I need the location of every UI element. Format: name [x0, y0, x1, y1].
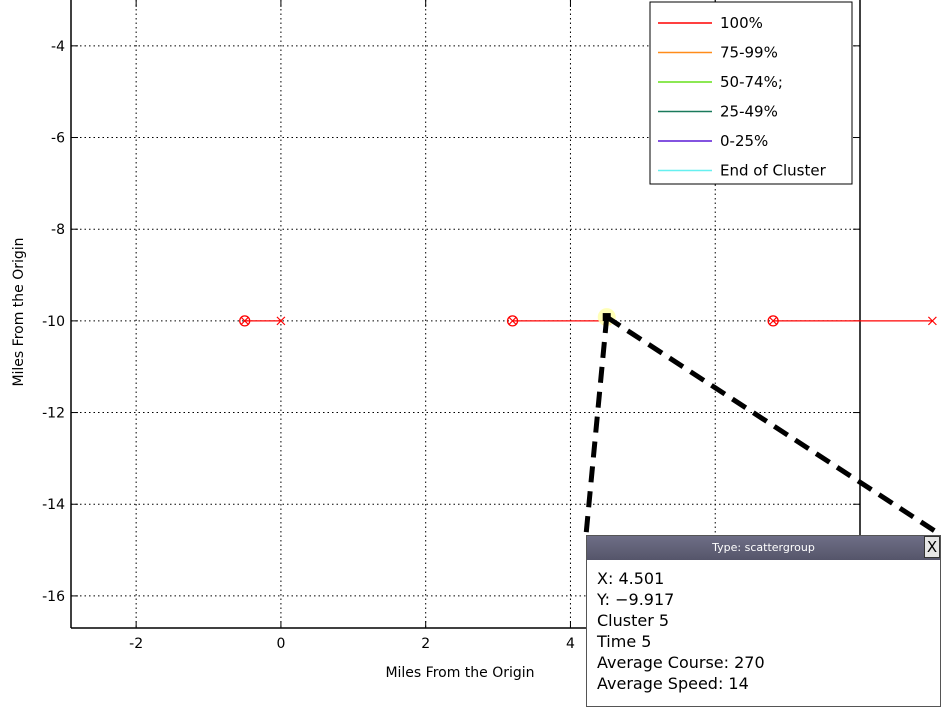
y-tick-label: -4	[51, 39, 65, 55]
x-tick-label: 0	[276, 636, 285, 652]
datatip-y: Y: −9.917	[597, 590, 675, 609]
callout-line-left	[583, 316, 610, 536]
y-axis-label: Miles From the Origin	[11, 237, 27, 386]
y-tick-label: -16	[42, 589, 65, 605]
legend-entry: End of Cluster	[720, 162, 827, 180]
legend-entry: 100%	[720, 14, 763, 32]
x-tick-label: 4	[566, 636, 575, 652]
y-tick-label: -8	[51, 222, 65, 238]
legend: 100% 75-99% 50-74%; 25-49% 0-25% End of Clust…	[649, 1, 853, 185]
start-marker-cross	[240, 316, 249, 325]
datatip-close-button[interactable]: X	[924, 536, 940, 558]
y-tick-label: -12	[42, 406, 65, 422]
end-marker	[927, 316, 937, 326]
y-tick-label: -10	[42, 314, 65, 330]
legend-entry: 50-74%;	[720, 73, 783, 91]
legend-entry: 0-25%	[720, 132, 768, 150]
start-marker-cross	[769, 316, 778, 325]
datatip-pointer	[583, 308, 941, 538]
y-tick-label: -6	[51, 131, 65, 147]
x-tick-label: 2	[421, 636, 430, 652]
legend-entry: 25-49%	[720, 103, 778, 121]
start-marker	[506, 315, 519, 327]
datatip-speed: Average Speed: 14	[597, 674, 749, 693]
datatip-body: X: 4.501 Y: −9.917 Cluster 5 Time 5 Aver…	[587, 560, 940, 694]
y-tick-label: -14	[42, 497, 65, 513]
x-tick-label: -2	[129, 636, 143, 652]
start-marker-cross	[508, 316, 517, 325]
x-axis-label: Miles From the Origin	[385, 665, 534, 681]
data-series	[239, 315, 937, 327]
datatip-time: Time 5	[597, 632, 652, 651]
datatip-course: Average Course: 270	[597, 653, 765, 672]
datatip-title: Type: scattergroup	[712, 541, 815, 554]
datatip-cluster: Cluster 5	[597, 611, 670, 630]
legend-box	[649, 1, 853, 185]
callout-line-right	[605, 314, 941, 538]
datatip-header[interactable]: Type: scattergroup X	[587, 536, 940, 560]
legend-entry: 75-99%	[720, 44, 778, 62]
datatip-x: X: 4.501	[597, 569, 665, 588]
start-marker	[239, 315, 251, 327]
end-marker	[276, 316, 286, 326]
datatip-panel[interactable]: Type: scattergroup X X: 4.501 Y: −9.917 …	[586, 535, 941, 707]
start-marker	[767, 315, 779, 327]
